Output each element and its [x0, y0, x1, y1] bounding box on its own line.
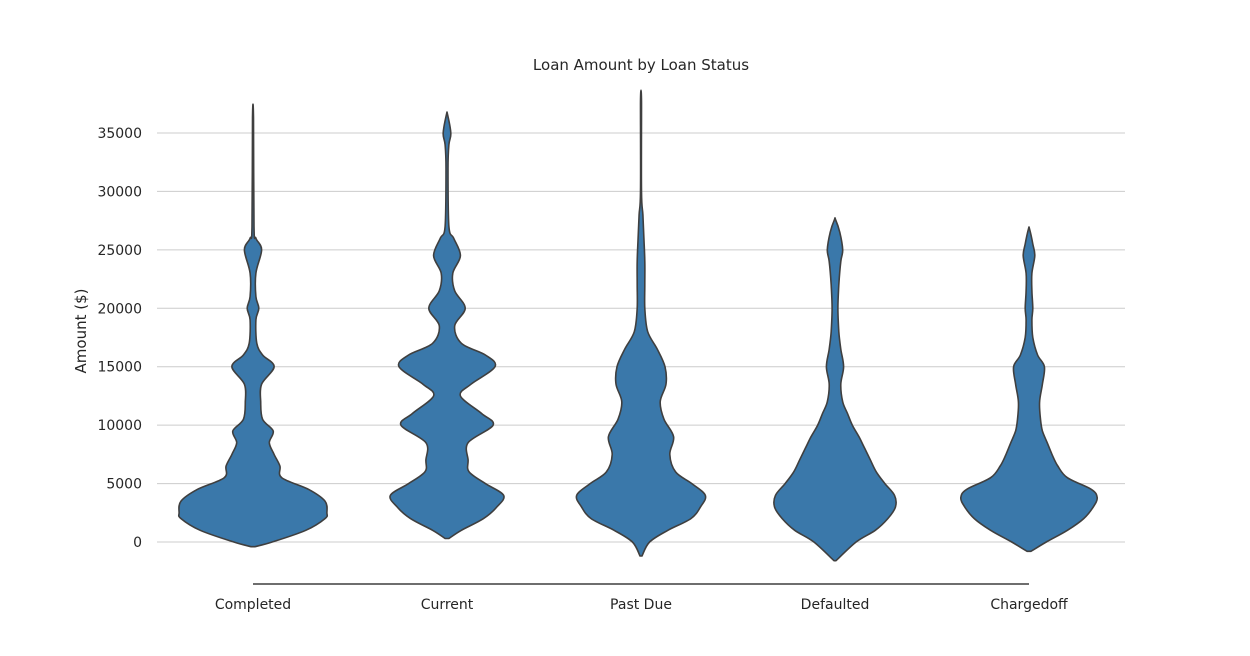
violin-defaulted	[773, 217, 897, 562]
y-tick-label: 15000	[97, 360, 142, 376]
x-tick-label: Chargedoff	[990, 597, 1068, 613]
y-tick-label: 35000	[97, 126, 142, 142]
violin-chargedoff	[959, 226, 1099, 553]
x-tick-label: Current	[421, 597, 474, 613]
violin-past-due	[575, 89, 707, 557]
x-tick-label: Past Due	[610, 597, 672, 613]
y-tick-label: 20000	[97, 301, 142, 317]
violins	[177, 89, 1099, 562]
y-tick-label: 30000	[97, 184, 142, 200]
chart-title: Loan Amount by Loan Status	[533, 56, 749, 74]
x-tick-label: Defaulted	[801, 597, 870, 613]
y-tick-labels: 0 5000 10000 15000 20000 25000 30000 35000	[97, 126, 142, 551]
y-tick-label: 10000	[97, 418, 142, 434]
x-tick-labels: Completed Current Past Due Defaulted Charged…	[215, 597, 1068, 613]
y-tick-label: 0	[133, 535, 142, 551]
y-tick-label: 25000	[97, 243, 142, 259]
x-tick-label: Completed	[215, 597, 291, 613]
y-tick-label: 5000	[106, 477, 142, 493]
violin-completed	[177, 103, 329, 548]
y-axis-label: Amount ($)	[72, 289, 90, 374]
violin-current	[389, 111, 505, 540]
